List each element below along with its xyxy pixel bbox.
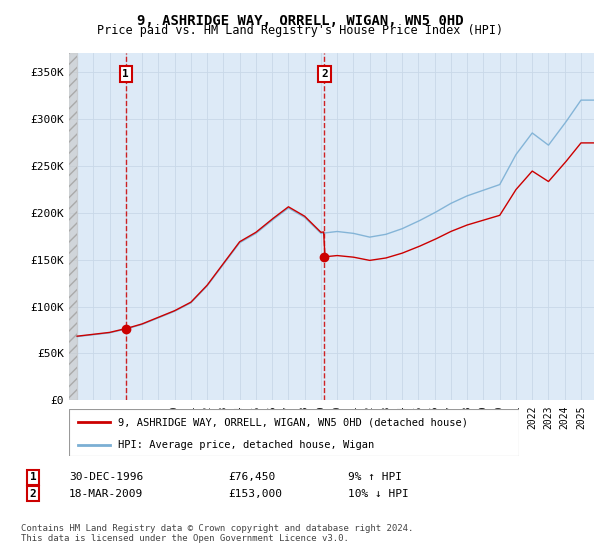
Text: HPI: Average price, detached house, Wigan: HPI: Average price, detached house, Wiga…: [119, 440, 375, 450]
Text: £153,000: £153,000: [228, 489, 282, 499]
Text: 2: 2: [321, 69, 328, 79]
Text: 10% ↓ HPI: 10% ↓ HPI: [348, 489, 409, 499]
Text: 1: 1: [122, 69, 129, 79]
Text: 18-MAR-2009: 18-MAR-2009: [69, 489, 143, 499]
Text: 1: 1: [29, 472, 37, 482]
Text: 9, ASHRIDGE WAY, ORRELL, WIGAN, WN5 0HD (detached house): 9, ASHRIDGE WAY, ORRELL, WIGAN, WN5 0HD …: [119, 417, 469, 427]
Text: 9, ASHRIDGE WAY, ORRELL, WIGAN, WN5 0HD: 9, ASHRIDGE WAY, ORRELL, WIGAN, WN5 0HD: [137, 14, 463, 28]
Bar: [69, 53, 77, 400]
Bar: [69, 53, 77, 400]
Text: Contains HM Land Registry data © Crown copyright and database right 2024.
This d: Contains HM Land Registry data © Crown c…: [21, 524, 413, 543]
Text: 2: 2: [29, 489, 37, 499]
Text: Price paid vs. HM Land Registry's House Price Index (HPI): Price paid vs. HM Land Registry's House …: [97, 24, 503, 37]
Text: £76,450: £76,450: [228, 472, 275, 482]
Text: 30-DEC-1996: 30-DEC-1996: [69, 472, 143, 482]
Text: 9% ↑ HPI: 9% ↑ HPI: [348, 472, 402, 482]
